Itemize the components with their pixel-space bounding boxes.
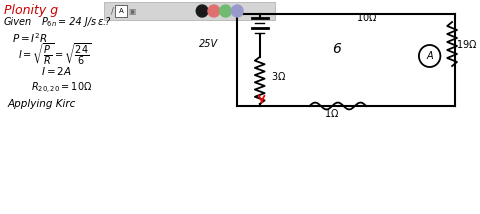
Circle shape xyxy=(208,5,220,17)
Text: $P = I^2R$: $P = I^2R$ xyxy=(12,31,48,45)
Text: A: A xyxy=(426,51,433,61)
Text: $I = \sqrt{\dfrac{P}{R}} = \sqrt{\dfrac{24}{6}}$: $I = \sqrt{\dfrac{P}{R}} = \sqrt{\dfrac{… xyxy=(18,41,91,67)
Text: $R_{20,20} = 10\Omega$: $R_{20,20} = 10\Omega$ xyxy=(31,80,93,95)
Circle shape xyxy=(196,5,208,17)
Text: Applying Kirc: Applying Kirc xyxy=(8,99,76,109)
Text: $1\Omega$: $1\Omega$ xyxy=(324,107,339,119)
Text: $3\Omega$: $3\Omega$ xyxy=(272,70,287,82)
FancyBboxPatch shape xyxy=(105,2,276,20)
Text: ▣: ▣ xyxy=(128,6,135,15)
Circle shape xyxy=(419,45,440,67)
Circle shape xyxy=(220,5,231,17)
Text: A: A xyxy=(119,8,123,14)
Text: Given: Given xyxy=(4,17,32,27)
Text: = 24 J/s: = 24 J/s xyxy=(58,17,96,27)
Text: $\varepsilon$: $\varepsilon$ xyxy=(96,17,104,27)
Text: 6: 6 xyxy=(332,42,341,56)
Circle shape xyxy=(231,5,243,17)
Text: $19\Omega$: $19\Omega$ xyxy=(456,38,478,50)
Text: $10\Omega$: $10\Omega$ xyxy=(357,11,378,23)
Text: /: / xyxy=(111,6,114,15)
Text: .?: .? xyxy=(103,17,111,27)
Text: Plonity g: Plonity g xyxy=(4,3,58,16)
Text: 25V: 25V xyxy=(199,39,218,49)
Text: $I = 2A$: $I = 2A$ xyxy=(41,65,72,77)
Text: $P_{6n}$: $P_{6n}$ xyxy=(41,15,57,29)
